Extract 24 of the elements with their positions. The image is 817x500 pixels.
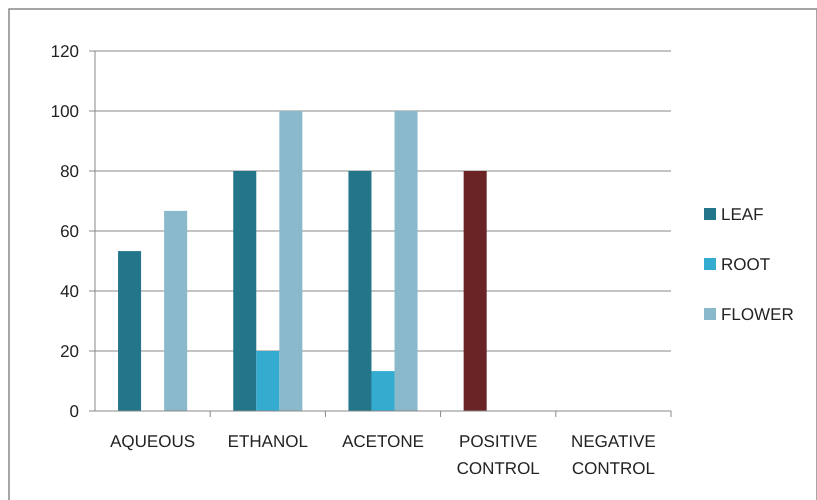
bar xyxy=(371,371,395,411)
y-tick-label: 40 xyxy=(60,282,79,301)
y-tick-label: 60 xyxy=(60,222,79,241)
x-tick-label: NEGATIVE CONTROL xyxy=(571,432,656,478)
y-tick-label: 20 xyxy=(60,342,79,361)
y-tick-label: 120 xyxy=(50,42,79,61)
x-tick-label: ETHANOL xyxy=(228,432,308,451)
x-tick-label: AQUEOUS xyxy=(110,432,196,451)
bar xyxy=(233,171,256,411)
bar xyxy=(118,251,142,411)
bar xyxy=(394,111,418,411)
y-tick-label: 0 xyxy=(70,402,79,421)
bar xyxy=(279,111,302,411)
legend-label: ROOT xyxy=(721,254,770,274)
bar xyxy=(256,351,280,411)
bar xyxy=(164,210,188,411)
legend-label: LEAF xyxy=(721,204,764,224)
y-tick-label: 80 xyxy=(60,162,79,181)
bar xyxy=(464,171,487,411)
x-tick-label: ACETONE xyxy=(342,432,424,451)
bar xyxy=(348,171,372,411)
y-tick-label: 100 xyxy=(50,102,79,121)
legend-label: FLOWER xyxy=(721,304,794,324)
x-tick-label: POSITIVE CONTROL xyxy=(456,432,540,478)
